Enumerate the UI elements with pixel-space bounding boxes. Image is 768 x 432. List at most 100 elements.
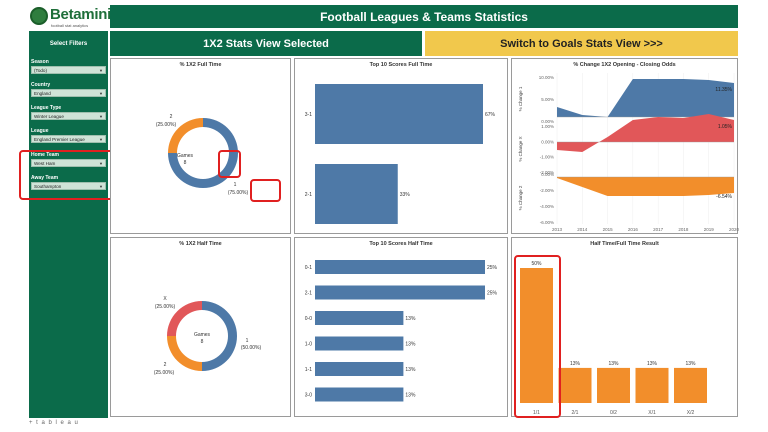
chevron-down-icon: ▼ [99,68,103,73]
annotation-team-filters-box [19,150,118,200]
panel-title-top-scores-ft: Top 10 Scores Full Time [369,62,433,68]
odds-year-label: 2014 [577,227,588,232]
donut-ft-pct-1: (75.00%) [228,190,249,196]
htft-category-label: X/2 [687,410,695,416]
ht-category-label: 3-0 [305,393,312,399]
ht-category-label: 0-1 [305,265,312,271]
filter-label-league-type: League Type [31,105,62,111]
filter-select-league-type[interactable]: Winter League ▼ [31,112,106,120]
htft-value-label: 13% [570,361,581,367]
donut-ht-slice-1 [167,336,202,371]
ht-value-label: 13% [405,316,416,322]
htft-bar-0 [520,268,553,403]
donut-ht-pct-x: (25.00%) [155,304,176,310]
odds-tick-label: 5.00% [541,97,554,102]
odds-tick-label: 10.00% [539,75,554,80]
filter-label-season: Season [31,59,49,65]
donut-ht-pct-1: (50.00%) [241,345,262,351]
filter-select-away-team[interactable]: Southampton ▼ [31,182,106,190]
switch-goals-view-button[interactable]: Switch to Goals Stats View >>> [425,31,738,56]
chevron-down-icon: ▼ [99,184,103,189]
filter-label-home-team: Home Team [31,152,59,158]
area-chart-odds-change: 2013 2014 2015 2016 2017 2018 2019 2020 10.00% 5.… [518,73,739,232]
ht-category-label: 0-0 [305,316,312,322]
odds-axis-label: % Change 1 [518,86,523,111]
odds-tick-label: 0.00% [541,119,554,124]
filter-value-away-team: Southampton [34,184,62,189]
annotation-htft-box [514,255,561,418]
view-1x2-button[interactable]: 1X2 Stats View Selected [110,31,422,56]
filter-value-league-type: Winter League [34,114,64,119]
ht-value-label: 13% [405,367,416,373]
htft-bar-3 [635,367,669,403]
htft-value-label: 50% [531,261,542,267]
donut-ht-slice-2 [167,301,202,336]
htft-bar-1 [558,367,592,403]
odds-area-0 [557,79,734,117]
odds-tick-label: -4.00% [540,204,554,209]
panel-ht-1x2: % 1X2 Half Time Games 8 1 (50.00%) 2 (25… [110,237,291,417]
odds-tick-label: 0.00% [541,172,554,177]
chevron-down-icon: ▼ [99,161,103,166]
odds-year-label: 2013 [552,227,563,232]
htft-bar-2 [597,367,630,403]
ht-value-label: 25% [487,291,498,297]
logo-tagline: football stat analytics [51,23,89,28]
donut-ht-label-1: 1 [246,338,249,344]
filter-select-country[interactable]: England ▼ [31,89,106,97]
ft-category-label: 2-1 [305,192,312,198]
htft-category-label: 2/1 [572,410,579,416]
htft-category-label: 1/1 [533,410,540,416]
ht-bar-0-1 [315,260,485,274]
ft-value-label: 67% [485,112,496,118]
filter-select-league[interactable]: England Premier League ▼ [31,135,106,143]
filter-label-league: League [31,128,49,134]
chevron-down-icon: ▼ [99,114,103,119]
panel-odds-change: % Change 1X2 Opening - Closing Odds 2013… [511,58,739,234]
odds-tick-label: 0.00% [541,139,554,144]
ft-bar-3-1 [315,84,483,144]
odds-axis-label: % Change X [518,136,523,161]
panel-title-htft: Half Time/Full Time Result [590,241,659,247]
filter-select-season[interactable]: (Todo) ▼ [31,66,106,74]
odds-year-label: 2016 [628,227,639,232]
odds-year-label: 2015 [603,227,614,232]
filter-select-home-team[interactable]: West Ham ▼ [31,159,106,167]
htft-value-label: 13% [685,361,696,367]
panel-title-ft-1x2: % 1X2 Full Time [179,62,222,68]
filters-sidebar: Select Filters Season (Todo) ▼ Country En… [29,31,108,418]
filter-value-league: England Premier League [34,137,85,142]
filters-heading: Select Filters [49,40,88,47]
football-icon [30,7,48,25]
logo-text: Betaminic [50,6,119,23]
panel-title-top-scores-ht: Top 10 Scores Half Time [369,241,433,247]
ht-value-label: 13% [405,342,416,348]
ht-value-label: 25% [487,265,498,271]
odds-last-value-label: 1.05% [718,124,733,130]
odds-last-value-label: 11.35% [715,87,732,93]
odds-year-label: 2018 [678,227,689,232]
bar-chart-top-scores-ht: 0-1 25% 2-1 25% 0-0 13% 1-0 13% 1-1 13% 3-0 13% [305,260,498,402]
donut-ft-slice-0 [168,118,203,153]
filter-value-season: (Todo) [34,68,48,73]
donut-chart-ft: Games 8 2 (25.00%) 1 (75.00%) [156,114,249,196]
htft-bar-4 [674,367,707,403]
donut-ft-pct-2: (25.00%) [156,122,177,128]
ft-category-label: 3-1 [305,112,312,118]
odds-tick-label: -2.00% [540,188,554,193]
odds-tick-label: 1.00% [541,124,554,129]
donut-ft-center-label: Games [177,153,194,159]
bar-chart-top-scores-ft: 3-1 67% 2-1 33% [305,84,496,224]
panel-htft: Half Time/Full Time Result 50% 1/1 13% 2/1 1… [511,237,738,418]
chevron-down-icon: ▼ [99,91,103,96]
panel-top-scores-ht: Top 10 Scores Half Time 0-1 25% 2-1 25% 0-0 1… [294,237,508,417]
odds-tick-label: -2.00% [540,170,554,175]
ht-bar-3-0 [315,387,404,402]
donut-ft-label-2: 2 [170,114,173,120]
annotation-ft-center-box [218,150,241,178]
donut-ft-label-1: 1 [234,182,237,188]
filter-value-home-team: West Ham [34,161,56,166]
htft-value-label: 13% [647,361,658,367]
panel-title-ht-1x2: % 1X2 Half Time [179,241,222,247]
